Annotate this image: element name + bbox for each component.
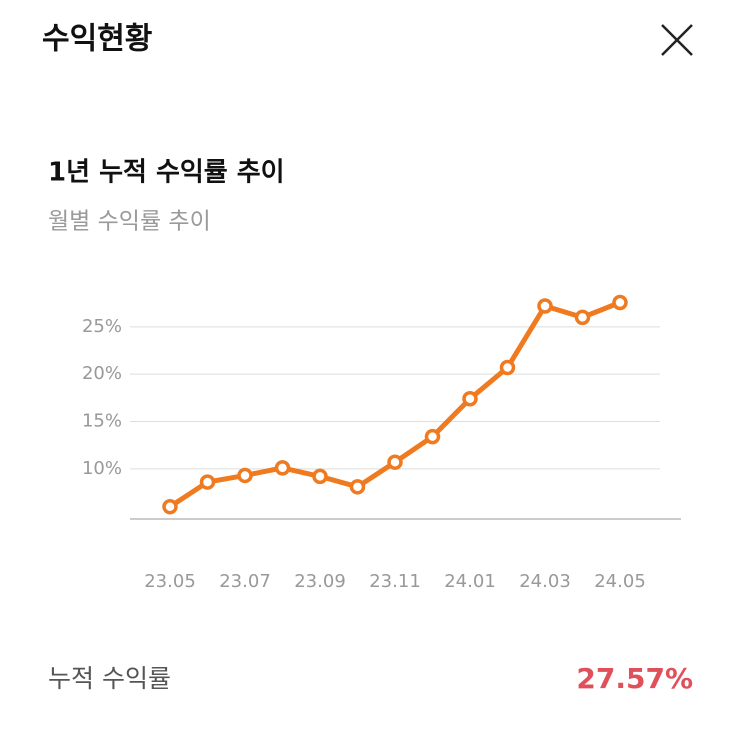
point	[499, 359, 516, 376]
x-tick-label: 24.03	[519, 571, 571, 592]
x-tick-label: 23.11	[369, 571, 421, 592]
point	[387, 454, 403, 470]
x-tick-label: 24.01	[444, 571, 496, 592]
x-tick-label: 23.09	[294, 571, 346, 592]
chart-subtitle: 월별 수익률 추이	[48, 209, 211, 235]
point	[237, 467, 253, 484]
header-title: 수익현황	[42, 22, 152, 57]
point	[199, 474, 216, 490]
point	[574, 309, 591, 326]
y-tick-label: 25%	[82, 316, 122, 337]
y-tick-label: 15%	[82, 410, 122, 431]
x-tick-label: 23.05	[144, 571, 196, 592]
point	[424, 428, 441, 445]
point	[612, 294, 628, 311]
x-tick-label: 23.07	[219, 571, 271, 592]
close-icon	[661, 24, 693, 56]
plot: 10% 15% 20% 25% 23.05 23.07 23.09 23.11 24.01 24.…	[82, 294, 660, 592]
point	[274, 460, 291, 476]
point	[162, 498, 178, 515]
point	[537, 298, 553, 314]
x-tick-label: 24.05	[594, 571, 646, 592]
summary-label: 누적 수익률	[48, 664, 171, 693]
chart-title: 1년 누적 수익률 추이	[48, 158, 285, 188]
summary-value: 27.57%	[576, 662, 693, 695]
point	[312, 468, 328, 485]
point	[462, 391, 478, 407]
y-tick-label: 20%	[82, 363, 122, 384]
point	[349, 479, 366, 495]
y-tick-label: 10%	[82, 458, 122, 479]
close-button[interactable]	[661, 24, 693, 56]
